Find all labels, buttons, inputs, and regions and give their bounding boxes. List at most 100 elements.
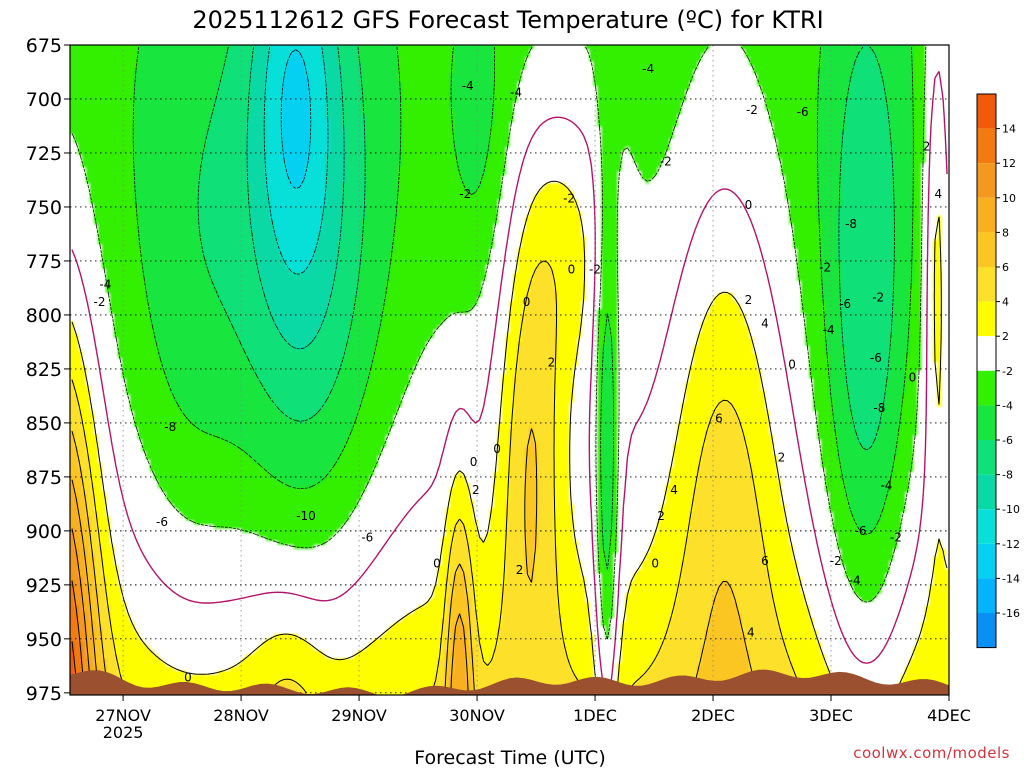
x-tick-label: 27NOV <box>95 706 151 725</box>
contour-label: -4 <box>880 479 892 493</box>
contour-line <box>71 479 469 694</box>
contour-label: 2 <box>923 139 931 153</box>
contour-line <box>197 46 895 451</box>
y-tick-label: 775 <box>26 251 62 273</box>
y-tick-label: 750 <box>26 197 62 219</box>
x-tick-label: 30NOV <box>449 706 505 725</box>
contour-label: 4 <box>747 625 755 639</box>
credit-text: coolwx.com/models <box>853 744 1010 762</box>
x-tick-label: 2DEC <box>691 706 735 725</box>
y-axis: 675 700 725 750 775 800 825 850 875 900 925 950 975 <box>26 35 70 705</box>
x-axis-title: Forecast Time (UTC) <box>414 747 605 768</box>
y-tick-label: 725 <box>26 143 62 165</box>
contour-label: -6 <box>797 105 809 119</box>
contour-label: -2 <box>459 187 471 201</box>
chart-title: 2025112612 GFS Forecast Temperature (ºC)… <box>192 6 823 34</box>
y-tick-label: 825 <box>26 359 62 381</box>
contour-label: -2 <box>589 263 601 277</box>
contour-line <box>263 46 329 275</box>
contour-label: 2 <box>745 293 753 307</box>
contour-label: -2 <box>660 155 672 169</box>
contour-label: 2 <box>548 355 556 369</box>
colorbar-swatch <box>977 370 996 406</box>
contour-label: -2 <box>94 295 106 309</box>
contour-label: -2 <box>872 291 884 305</box>
contour-label: -10 <box>296 509 316 523</box>
contour-label: 4 <box>935 187 943 201</box>
colorbar-swatch <box>977 405 996 440</box>
contour-label: 0 <box>788 358 796 372</box>
y-tick-label: 700 <box>26 89 62 111</box>
contour-label: -6 <box>870 351 882 365</box>
temperature-field <box>70 45 949 695</box>
x-tick-sublabel: 2025 <box>103 723 144 742</box>
y-tick-label: 950 <box>26 629 62 651</box>
contour-label: -4 <box>462 79 474 93</box>
colorbar-swatch <box>977 474 996 510</box>
contour-label: 0 <box>493 442 501 456</box>
x-tick-label: 4DEC <box>927 706 971 725</box>
contour-label: 0 <box>433 556 441 570</box>
contour-line <box>71 260 948 694</box>
contour-label: -2 <box>563 191 575 205</box>
contour-label: -2 <box>830 554 842 568</box>
contour-line <box>71 71 948 694</box>
contour-labels: -2 -4 -8 -6 0 -10 -6 0 -4 -4 -2 -2 0 0 -2 2 0 0 2 2 -2 -4 -2 -6… <box>94 62 943 685</box>
contour-label: 0 <box>523 295 531 309</box>
colorbar-label: -16 <box>1002 607 1020 620</box>
contour-label: -8 <box>164 420 176 434</box>
x-tick-label: 28NOV <box>213 706 269 725</box>
contour-label: 0 <box>651 556 659 570</box>
x-tick-label: 29NOV <box>331 706 387 725</box>
colorbar-label: 8 <box>1002 226 1009 239</box>
colorbar-label: 14 <box>1002 123 1016 136</box>
colorbar-swatch <box>977 197 996 233</box>
plot-frame <box>69 44 950 696</box>
colorbar-swatch <box>977 336 996 371</box>
contour-label: -4 <box>823 323 835 337</box>
colorbar-label: -10 <box>1002 503 1020 516</box>
colorbar-swatch <box>977 543 996 579</box>
x-tick-label: 1DEC <box>573 706 617 725</box>
colorbar-label: 12 <box>1002 157 1016 170</box>
colorbar-swatch <box>977 301 996 337</box>
colorbar-swatch <box>977 163 996 198</box>
y-tick-label: 675 <box>26 35 62 57</box>
contour-label: -4 <box>510 86 522 100</box>
colorbar-label: -2 <box>1002 365 1013 378</box>
contour-label: 0 <box>745 198 753 212</box>
x-tick-label: 3DEC <box>809 706 853 725</box>
contour-label: -2 <box>746 103 758 117</box>
y-tick-label: 800 <box>26 305 62 327</box>
contour-label: 2 <box>472 483 480 497</box>
contour-label: 6 <box>761 554 769 568</box>
colorbar-label: -14 <box>1002 572 1020 585</box>
contour-line <box>280 49 312 190</box>
contour-label: 0 <box>909 371 917 385</box>
contour-line <box>132 46 914 570</box>
colorbar-label: 4 <box>1002 296 1009 309</box>
colorbar-swatch <box>977 94 996 129</box>
colorbar-swatch <box>977 128 996 164</box>
contour-label: 0 <box>568 263 576 277</box>
contour-label: -8 <box>873 401 885 415</box>
contour-label: 2 <box>778 450 786 464</box>
colorbar-swatch <box>977 267 996 302</box>
contour-label: -6 <box>156 515 168 529</box>
contour-label: -4 <box>99 278 111 292</box>
colorbar: 14 12 10 8 6 4 2 -2 -4 -6 -8 -10 -12 -14 -16 <box>976 93 1020 649</box>
colorbar-label: 10 <box>1002 192 1016 205</box>
contour-label: -4 <box>849 574 861 588</box>
colorbar-label: -6 <box>1002 434 1013 447</box>
colorbar-swatch <box>977 509 996 544</box>
contour-line <box>71 428 759 694</box>
contour-label: 0 <box>184 671 192 685</box>
y-tick-label: 975 <box>26 683 62 705</box>
y-tick-label: 875 <box>26 467 62 489</box>
y-tick-label: 900 <box>26 521 62 543</box>
colorbar-label: -8 <box>1002 469 1013 482</box>
contour-label: -2 <box>890 530 902 544</box>
contour-label: 0 <box>470 455 478 469</box>
colorbar-label: -12 <box>1002 538 1020 551</box>
contour-label: -6 <box>839 297 851 311</box>
